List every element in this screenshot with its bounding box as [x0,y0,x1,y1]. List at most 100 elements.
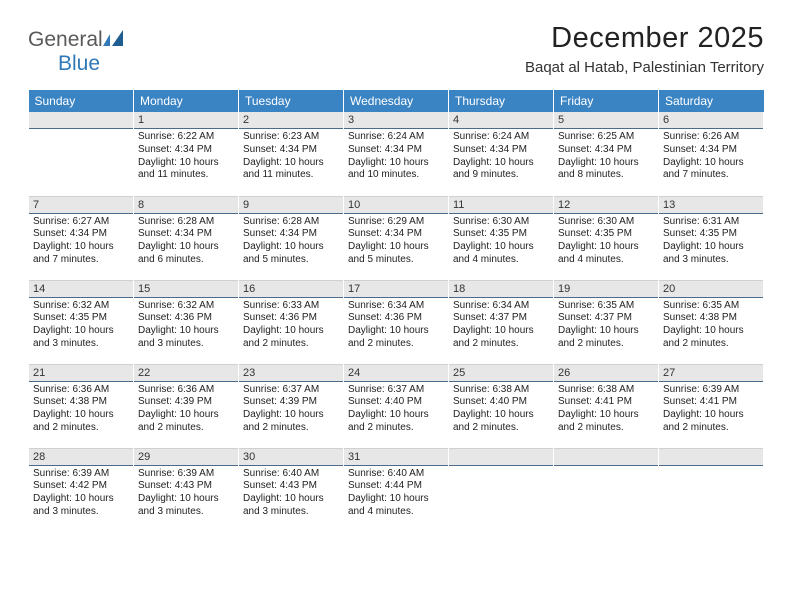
sunset-text: Sunset: 4:34 PM [33,228,129,241]
sunrise-text: Sunrise: 6:32 AM [33,300,129,313]
day-content: Sunrise: 6:36 AMSunset: 4:38 PMDaylight:… [29,382,133,439]
day-content: Sunrise: 6:29 AMSunset: 4:34 PMDaylight:… [344,214,448,271]
daylight-text: Daylight: 10 hours and 8 minutes. [558,157,654,183]
day-content: Sunrise: 6:37 AMSunset: 4:39 PMDaylight:… [239,382,343,439]
day-content: Sunrise: 6:30 AMSunset: 4:35 PMDaylight:… [449,214,553,271]
day-number: 12 [554,197,658,214]
day-content: Sunrise: 6:28 AMSunset: 4:34 PMDaylight:… [239,214,343,271]
sunset-text: Sunset: 4:35 PM [663,228,759,241]
brand-mark [103,28,127,51]
day-content [29,129,133,187]
day-number: 7 [29,197,133,214]
day-content: Sunrise: 6:31 AMSunset: 4:35 PMDaylight:… [659,214,763,271]
day-content: Sunrise: 6:40 AMSunset: 4:44 PMDaylight:… [344,466,448,523]
sunset-text: Sunset: 4:36 PM [348,312,444,325]
calendar-week-row: 28Sunrise: 6:39 AMSunset: 4:42 PMDayligh… [29,448,764,532]
calendar-day-cell: 24Sunrise: 6:37 AMSunset: 4:40 PMDayligh… [344,364,449,448]
day-number: 11 [449,197,553,214]
sunrise-text: Sunrise: 6:30 AM [558,216,654,229]
title-block: December 2025 Baqat al Hatab, Palestinia… [525,22,764,76]
daylight-text: Daylight: 10 hours and 2 minutes. [558,409,654,435]
calendar-day-cell: 23Sunrise: 6:37 AMSunset: 4:39 PMDayligh… [239,364,344,448]
day-content: Sunrise: 6:23 AMSunset: 4:34 PMDaylight:… [239,129,343,186]
sunset-text: Sunset: 4:37 PM [453,312,549,325]
sunrise-text: Sunrise: 6:26 AM [663,131,759,144]
calendar-page: General Blue December 2025 Baqat al Hata… [0,0,792,532]
day-number: 29 [134,449,238,466]
daylight-text: Daylight: 10 hours and 7 minutes. [33,241,129,267]
day-content: Sunrise: 6:30 AMSunset: 4:35 PMDaylight:… [554,214,658,271]
day-content: Sunrise: 6:35 AMSunset: 4:37 PMDaylight:… [554,298,658,355]
weekday-header: Monday [134,90,239,112]
calendar-day-cell: 5Sunrise: 6:25 AMSunset: 4:34 PMDaylight… [554,112,659,196]
day-content: Sunrise: 6:36 AMSunset: 4:39 PMDaylight:… [134,382,238,439]
sunrise-text: Sunrise: 6:24 AM [348,131,444,144]
daylight-text: Daylight: 10 hours and 3 minutes. [138,325,234,351]
sunrise-text: Sunrise: 6:34 AM [348,300,444,313]
day-number: 17 [344,281,448,298]
day-content: Sunrise: 6:27 AMSunset: 4:34 PMDaylight:… [29,214,133,271]
sunset-text: Sunset: 4:41 PM [558,396,654,409]
sunset-text: Sunset: 4:35 PM [33,312,129,325]
day-number: 15 [134,281,238,298]
daylight-text: Daylight: 10 hours and 2 minutes. [453,325,549,351]
sunrise-text: Sunrise: 6:23 AM [243,131,339,144]
calendar-header-row: Sunday Monday Tuesday Wednesday Thursday… [29,90,764,112]
sunset-text: Sunset: 4:40 PM [348,396,444,409]
calendar-day-cell: 14Sunrise: 6:32 AMSunset: 4:35 PMDayligh… [29,280,134,364]
brand-word1: General [28,28,103,51]
weekday-header: Sunday [29,90,134,112]
daylight-text: Daylight: 10 hours and 6 minutes. [138,241,234,267]
day-content: Sunrise: 6:40 AMSunset: 4:43 PMDaylight:… [239,466,343,523]
day-content: Sunrise: 6:22 AMSunset: 4:34 PMDaylight:… [134,129,238,186]
sunset-text: Sunset: 4:35 PM [453,228,549,241]
day-number: 26 [554,365,658,382]
sunset-text: Sunset: 4:39 PM [138,396,234,409]
day-number: 1 [134,112,238,129]
day-number: 4 [449,112,553,129]
calendar-day-cell: 3Sunrise: 6:24 AMSunset: 4:34 PMDaylight… [344,112,449,196]
sunrise-text: Sunrise: 6:28 AM [138,216,234,229]
calendar-day-cell: 2Sunrise: 6:23 AMSunset: 4:34 PMDaylight… [239,112,344,196]
day-number: 25 [449,365,553,382]
daylight-text: Daylight: 10 hours and 3 minutes. [138,493,234,519]
calendar-day-cell: 17Sunrise: 6:34 AMSunset: 4:36 PMDayligh… [344,280,449,364]
calendar-day-cell: 4Sunrise: 6:24 AMSunset: 4:34 PMDaylight… [449,112,554,196]
brand-text: General Blue [28,28,127,76]
sunrise-text: Sunrise: 6:39 AM [33,468,129,481]
sunrise-text: Sunrise: 6:37 AM [348,384,444,397]
weekday-header: Tuesday [239,90,344,112]
sunset-text: Sunset: 4:37 PM [558,312,654,325]
calendar-day-cell: 13Sunrise: 6:31 AMSunset: 4:35 PMDayligh… [659,196,764,280]
calendar-day-cell: 16Sunrise: 6:33 AMSunset: 4:36 PMDayligh… [239,280,344,364]
sunrise-text: Sunrise: 6:40 AM [243,468,339,481]
location-text: Baqat al Hatab, Palestinian Territory [525,59,764,76]
day-number [659,449,763,466]
sunrise-text: Sunrise: 6:38 AM [453,384,549,397]
calendar-table: Sunday Monday Tuesday Wednesday Thursday… [28,90,764,532]
sunrise-text: Sunrise: 6:37 AM [243,384,339,397]
daylight-text: Daylight: 10 hours and 2 minutes. [243,409,339,435]
sunrise-text: Sunrise: 6:32 AM [138,300,234,313]
day-number: 13 [659,197,763,214]
calendar-day-cell: 31Sunrise: 6:40 AMSunset: 4:44 PMDayligh… [344,448,449,532]
calendar-day-cell [29,112,134,196]
sunset-text: Sunset: 4:36 PM [138,312,234,325]
calendar-day-cell: 9Sunrise: 6:28 AMSunset: 4:34 PMDaylight… [239,196,344,280]
calendar-day-cell: 21Sunrise: 6:36 AMSunset: 4:38 PMDayligh… [29,364,134,448]
day-number: 9 [239,197,343,214]
day-number: 2 [239,112,343,129]
day-content: Sunrise: 6:37 AMSunset: 4:40 PMDaylight:… [344,382,448,439]
day-number: 22 [134,365,238,382]
sunrise-text: Sunrise: 6:31 AM [663,216,759,229]
calendar-day-cell: 12Sunrise: 6:30 AMSunset: 4:35 PMDayligh… [554,196,659,280]
day-number: 3 [344,112,448,129]
day-content: Sunrise: 6:33 AMSunset: 4:36 PMDaylight:… [239,298,343,355]
day-content: Sunrise: 6:24 AMSunset: 4:34 PMDaylight:… [449,129,553,186]
sunset-text: Sunset: 4:38 PM [663,312,759,325]
day-content: Sunrise: 6:32 AMSunset: 4:36 PMDaylight:… [134,298,238,355]
day-content: Sunrise: 6:34 AMSunset: 4:37 PMDaylight:… [449,298,553,355]
sunset-text: Sunset: 4:34 PM [348,228,444,241]
day-content: Sunrise: 6:28 AMSunset: 4:34 PMDaylight:… [134,214,238,271]
day-number: 28 [29,449,133,466]
